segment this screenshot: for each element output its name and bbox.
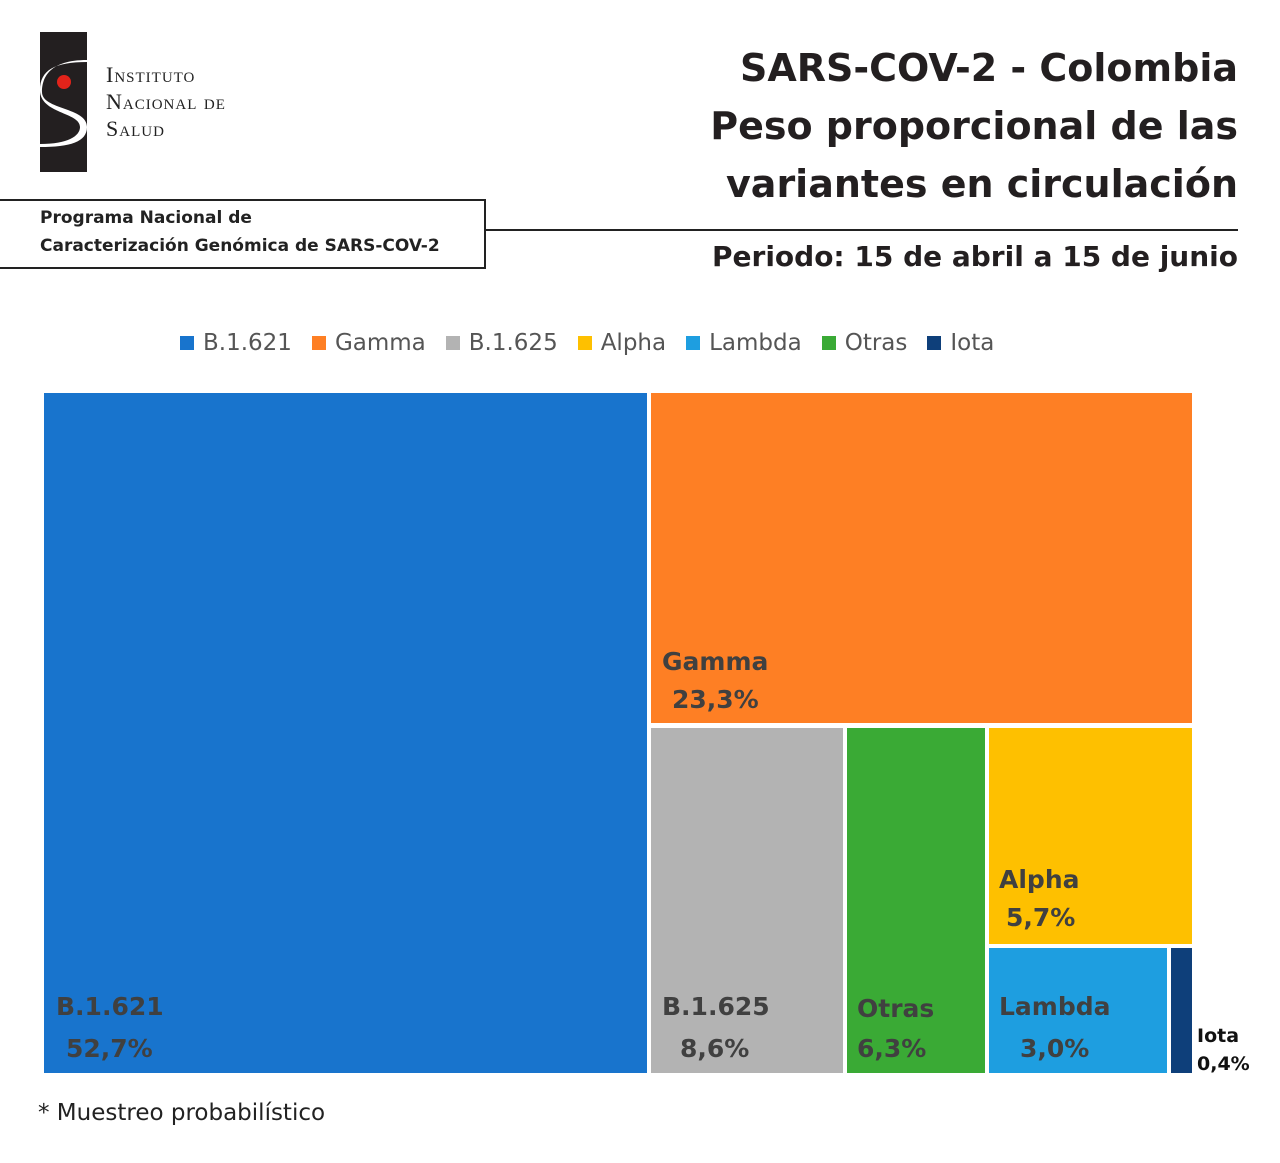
program-line: Programa Nacional de bbox=[40, 208, 252, 228]
legend-swatch bbox=[821, 336, 836, 350]
name-label-lambda: Lambda bbox=[999, 992, 1111, 1021]
legend-swatch bbox=[927, 336, 942, 350]
legend-item-otras: Otras bbox=[821, 330, 908, 356]
legend-label: Gamma bbox=[334, 330, 426, 356]
divider bbox=[486, 229, 1238, 231]
legend-label: Otras bbox=[844, 330, 908, 356]
value-label-b1621: 52,7% bbox=[66, 1034, 153, 1063]
value-label-iota: 0,4% bbox=[1197, 1053, 1250, 1075]
value-label-otras: 6,3% bbox=[857, 1034, 926, 1063]
legend-label: Lambda bbox=[709, 330, 802, 356]
legend-item-gamma: Gamma bbox=[311, 330, 426, 356]
ins-logo bbox=[40, 32, 87, 172]
value-label-b1625: 8,6% bbox=[680, 1034, 749, 1063]
legend-item-iota: Iota bbox=[927, 330, 994, 356]
legend-item-lambda: Lambda bbox=[686, 330, 802, 356]
legend-item-alpha: Alpha bbox=[577, 330, 667, 356]
org-name-line: Nacional de bbox=[106, 89, 226, 114]
title-line: SARS-COV-2 - Colombia bbox=[739, 46, 1238, 90]
tile-otras bbox=[847, 728, 985, 1073]
legend-swatch bbox=[577, 336, 592, 350]
legend-label: B.1.621 bbox=[203, 330, 292, 356]
legend-label: Alpha bbox=[600, 330, 667, 356]
value-label-alpha: 5,7% bbox=[1006, 903, 1075, 932]
program-line: Caracterización Genómica de SARS-COV-2 bbox=[40, 236, 440, 256]
tile-alpha bbox=[989, 728, 1192, 944]
legend-item-b.1.625: B.1.625 bbox=[445, 330, 558, 356]
legend: B.1.621 Gamma B.1.625 Alpha Lambda Otras Iota bbox=[180, 330, 994, 356]
tile-iota bbox=[1171, 948, 1192, 1073]
tile-lambda bbox=[989, 948, 1167, 1073]
period: Periodo: 15 de abril a 15 de junio bbox=[712, 240, 1238, 273]
legend-label: Iota bbox=[950, 330, 995, 356]
legend-swatch bbox=[180, 336, 194, 350]
title-line: Peso proporcional de las bbox=[710, 104, 1238, 148]
org-name-line: Salud bbox=[106, 116, 165, 141]
name-label-b1621: B.1.621 bbox=[56, 992, 164, 1021]
legend-swatch bbox=[311, 336, 326, 350]
legend-label: B.1.625 bbox=[468, 330, 558, 356]
org-name-line: Instituto bbox=[106, 62, 196, 87]
tile-b1621 bbox=[44, 393, 647, 1073]
name-label-alpha: Alpha bbox=[999, 865, 1079, 894]
legend-swatch bbox=[686, 336, 701, 350]
value-label-lambda: 3,0% bbox=[1020, 1034, 1089, 1063]
legend-swatch bbox=[445, 336, 460, 350]
name-label-iota: Iota bbox=[1197, 1025, 1239, 1047]
title-line: variantes en circulación bbox=[726, 162, 1238, 206]
name-label-otras: Otras bbox=[857, 994, 934, 1023]
tile-gamma bbox=[651, 393, 1192, 723]
name-label-gamma: Gamma bbox=[662, 647, 768, 676]
name-label-b1625: B.1.625 bbox=[662, 992, 770, 1021]
value-label-gamma: 23,3% bbox=[672, 685, 759, 714]
tile-b1625 bbox=[651, 728, 843, 1073]
legend-item-b.1.621: B.1.621 bbox=[180, 330, 292, 356]
footnote: * Muestreo probabilístico bbox=[38, 1100, 326, 1126]
program-box bbox=[0, 199, 486, 269]
